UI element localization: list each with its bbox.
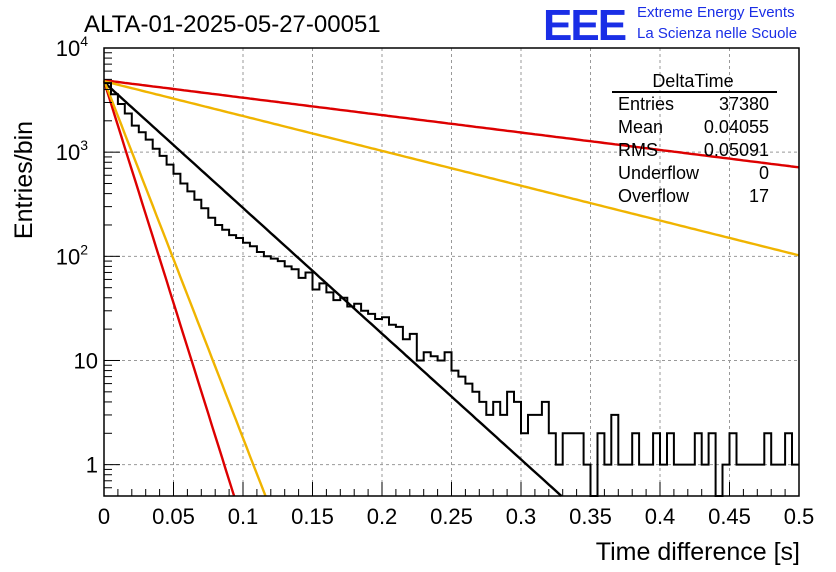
stats-row-label: Overflow xyxy=(618,186,690,206)
logo-line-2: La Scienza nelle Scuole xyxy=(637,25,797,42)
x-tick-label: 0.1 xyxy=(228,504,259,529)
fit-curve-4 xyxy=(103,79,800,169)
fit-curve-5 xyxy=(103,80,800,257)
eee-logo: EEE Extreme Energy Events La Scienza nel… xyxy=(543,1,797,50)
x-axis-label: Time difference [s] xyxy=(596,538,800,566)
x-tick-label: 0.45 xyxy=(708,504,751,529)
x-axis: 0 0.05 0.1 0.15 0.2 0.25 0.3 0.35 0.4 0.45 0.5 xyxy=(98,482,814,529)
y-tick-label: 1 xyxy=(86,453,98,478)
stats-row-label: Underflow xyxy=(618,163,700,183)
x-tick-label: 0.5 xyxy=(784,504,815,529)
x-tick-label: 0.3 xyxy=(506,504,537,529)
fit-curve-2 xyxy=(102,80,236,497)
histogram-series xyxy=(104,82,799,497)
fit-curves xyxy=(102,79,800,497)
logo-mark: EEE xyxy=(543,1,626,50)
x-tick-label: 0.4 xyxy=(645,504,676,529)
stats-row-value: 0.05091 xyxy=(704,140,769,160)
x-tick-label: 0.15 xyxy=(291,504,334,529)
stats-row-label: RMS xyxy=(618,140,658,160)
stats-row-label: Mean xyxy=(618,117,663,137)
stats-title: DeltaTime xyxy=(652,71,733,91)
x-tick-label: 0.35 xyxy=(569,504,612,529)
logo-line-1: Extreme Energy Events xyxy=(637,4,795,21)
grid-lines xyxy=(104,48,799,496)
stats-row-value: 17 xyxy=(749,186,769,206)
stats-box: DeltaTime Entries 37380 Mean 0.04055 RMS 0.05… xyxy=(612,71,777,206)
stats-row-value: 0.04055 xyxy=(704,117,769,137)
y-tick-exponent: 3 xyxy=(80,137,88,153)
chart-title: ALTA-01-2025-05-27-00051 xyxy=(84,11,381,38)
x-tick-label: 0.05 xyxy=(152,504,195,529)
x-tick-label: 0.25 xyxy=(430,504,473,529)
y-tick-label: 10 xyxy=(74,348,98,373)
y-axis-label: Entries/bin xyxy=(10,121,38,239)
y-tick-exponent: 2 xyxy=(80,241,88,257)
fit-curve-3 xyxy=(102,79,267,497)
histogram-step-line xyxy=(104,82,799,497)
stats-row-label: Entries xyxy=(618,94,674,114)
fit-curve-1 xyxy=(103,81,563,497)
x-tick-label: 0 xyxy=(98,504,110,529)
y-tick-label: 102 xyxy=(56,241,88,269)
stats-row-value: 37380 xyxy=(719,94,769,114)
y-tick-exponent: 4 xyxy=(80,33,88,49)
x-tick-label: 0.2 xyxy=(367,504,398,529)
stats-row-value: 0 xyxy=(759,163,769,183)
y-tick-label: 103 xyxy=(56,137,88,165)
